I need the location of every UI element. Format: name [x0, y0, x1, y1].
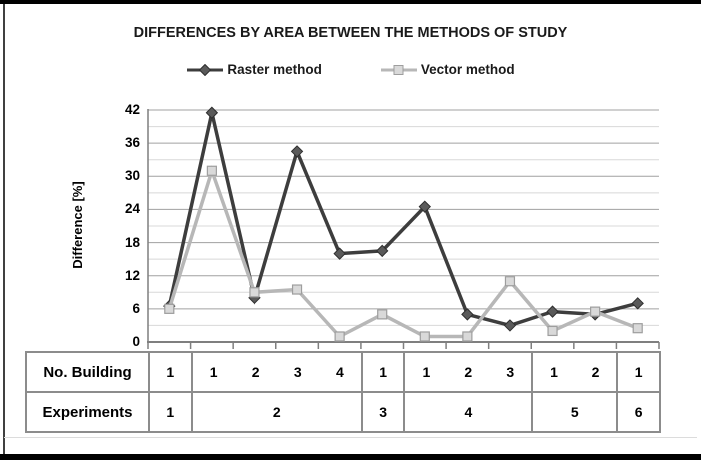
raster-series-line	[167, 112, 639, 328]
raster-marker	[503, 319, 517, 332]
vector-marker	[377, 309, 388, 320]
building-number: 1	[166, 364, 175, 380]
raster-marker	[205, 106, 219, 119]
experiment-number-cell: 2	[190, 391, 363, 433]
experiment-number-cell: 4	[403, 391, 534, 433]
building-number: 1	[550, 364, 558, 380]
vector-marker	[590, 306, 601, 317]
building-group-cell: 1	[360, 351, 406, 393]
raster-line-sample-icon	[187, 63, 224, 76]
experiment-row-label: Experiments	[25, 391, 150, 433]
chart-legend: Raster method Vector method	[0, 62, 701, 77]
experiment-number-cell: 6	[616, 391, 661, 433]
raster-marker	[631, 297, 644, 310]
vector-marker	[164, 303, 175, 314]
vector-marker	[504, 276, 516, 287]
building-number: 3	[293, 364, 302, 380]
y-tick-label: 30	[124, 168, 140, 184]
y-tick-label: 42	[124, 102, 140, 117]
y-tick-label: 24	[124, 201, 140, 217]
experiment-number-cell: 3	[360, 391, 406, 433]
experiment-number-cell: 5	[531, 391, 619, 433]
y-tick-label: 12	[124, 267, 140, 283]
vector-marker	[547, 325, 558, 337]
vector-marker	[632, 323, 643, 334]
page-top-border	[0, 0, 701, 4]
legend-item-raster: Raster method	[186, 62, 322, 77]
vector-marker	[206, 165, 217, 176]
legend-label-raster: Raster method	[227, 62, 322, 77]
vector-marker	[462, 331, 473, 342]
vector-marker	[291, 284, 303, 295]
raster-marker	[333, 247, 346, 260]
experiment-number-cell: 1	[148, 391, 193, 433]
y-tick-label: 0	[132, 334, 140, 349]
y-tick-label: 36	[124, 135, 140, 151]
building-number: 1	[209, 364, 218, 380]
raster-marker	[418, 200, 431, 213]
page-left-border	[3, 4, 5, 454]
building-number: 2	[591, 364, 600, 380]
building-number: 3	[506, 364, 515, 380]
chart-title: DIFFERENCES BY AREA BETWEEN THE METHODS …	[133, 25, 568, 41]
raster-marker	[376, 244, 389, 258]
y-tick-label: 6	[132, 300, 140, 316]
building-group-cell: 1 2 3	[403, 351, 534, 393]
vector-marker	[249, 287, 260, 298]
legend-item-vector: Vector method	[380, 62, 515, 77]
building-group-cell: 1	[616, 351, 661, 393]
vector-series-line	[167, 165, 639, 339]
raster-marker	[461, 308, 474, 321]
building-group-cell: 1	[148, 351, 193, 393]
building-number: 1	[422, 364, 431, 380]
raster-marker	[290, 145, 304, 158]
building-number: 2	[464, 364, 473, 380]
vector-line-sample-icon	[380, 64, 417, 75]
building-number: 1	[379, 364, 388, 380]
building-row-label: No. Building	[25, 351, 150, 393]
building-group-cell: 1 2 3 4	[190, 351, 363, 393]
raster-marker	[546, 305, 559, 318]
vector-marker	[419, 331, 430, 342]
y-tick-label: 18	[124, 234, 140, 250]
chart-frame-bottom-border	[4, 437, 697, 438]
vector-marker	[334, 331, 345, 342]
building-number: 2	[251, 364, 260, 380]
legend-label-vector: Vector method	[420, 62, 515, 77]
building-number: 4	[335, 364, 344, 380]
building-number: 1	[634, 364, 643, 380]
page-bottom-border	[0, 454, 701, 460]
